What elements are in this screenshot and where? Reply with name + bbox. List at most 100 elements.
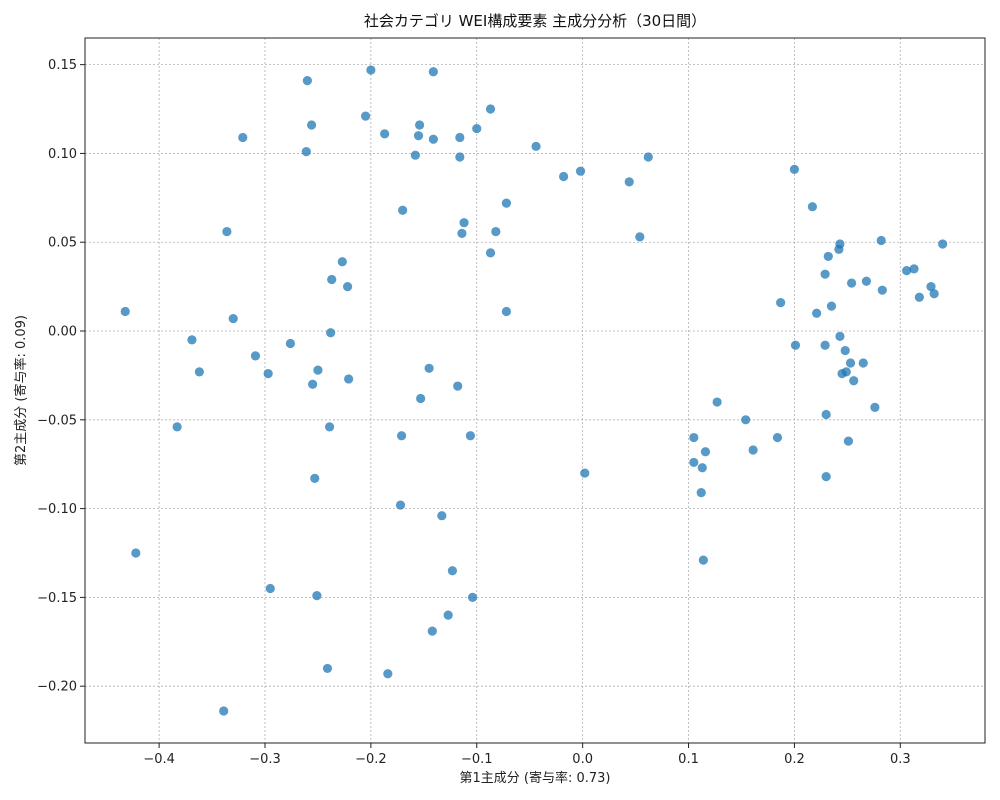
scatter-point	[823, 251, 833, 262]
scatter-point	[821, 409, 831, 420]
scatter-point	[776, 297, 786, 308]
scatter-point	[820, 269, 830, 279]
x-tick-label: 0.2	[784, 752, 805, 767]
scatter-point	[424, 363, 434, 373]
scatter-point	[194, 367, 204, 377]
scatter-point	[689, 457, 699, 468]
scatter-point	[465, 431, 476, 441]
scatter-point	[841, 367, 851, 377]
scatter-point	[772, 432, 783, 443]
scatter-point	[700, 447, 711, 457]
scatter-point	[413, 131, 424, 141]
x-tick-label: −0.4	[143, 752, 175, 767]
scatter-point	[312, 591, 322, 601]
y-tick-label: 0.00	[48, 325, 77, 340]
chart-title: 社会カテゴリ WEI構成要素 主成分分析（30日間）	[364, 12, 706, 30]
scatter-point	[926, 282, 936, 292]
scatter-point	[428, 134, 438, 144]
y-tick-label: −0.15	[37, 591, 77, 606]
scatter-point	[366, 65, 376, 75]
scatter-point	[624, 177, 634, 187]
scatter-point	[929, 289, 939, 299]
x-tick-label: −0.1	[461, 752, 493, 767]
scatter-point	[485, 248, 496, 258]
scatter-point	[455, 152, 465, 162]
x-tick-label: −0.3	[249, 752, 281, 767]
scatter-point	[447, 566, 458, 576]
axis-ticks: −0.4 −0.3 −0.2 −0.1 0.0 0.1 0.2 0.3 −0.20 −0.15 −0…	[37, 58, 910, 767]
scatter-point	[840, 345, 850, 356]
scatter-point	[301, 147, 311, 157]
scatter-point	[689, 432, 699, 443]
scatter-point	[790, 340, 801, 350]
scatter-point	[326, 328, 336, 338]
scatter-point	[380, 129, 390, 139]
scatter-point	[410, 150, 420, 160]
scatter-point	[843, 436, 854, 446]
scatter-point	[310, 473, 320, 484]
scatter-point	[383, 669, 393, 679]
y-tick-label: 0.15	[48, 58, 77, 73]
scatter-point	[313, 365, 323, 375]
scatter-point	[285, 338, 296, 349]
x-tick-label: −0.2	[355, 752, 387, 767]
scatter-point	[876, 235, 886, 246]
scatter-point	[222, 226, 232, 237]
grid	[85, 38, 985, 743]
scatter-point	[635, 232, 645, 242]
scatter-point	[820, 340, 830, 350]
scatter-point	[748, 445, 758, 455]
y-tick-label: 0.10	[48, 147, 77, 162]
scatter-point	[580, 468, 590, 478]
scatter-point	[807, 202, 818, 212]
y-tick-label: −0.05	[37, 413, 77, 428]
scatter-point	[846, 278, 857, 288]
y-tick-label: −0.10	[37, 502, 77, 517]
scatter-point	[324, 422, 335, 432]
scatter-point	[914, 292, 924, 302]
scatter-point	[826, 301, 837, 311]
scatter-point	[531, 141, 541, 151]
scatter-point	[265, 583, 275, 594]
plot-frame	[84, 37, 986, 744]
scatter-point	[938, 239, 948, 249]
scatter-point	[455, 132, 465, 143]
scatter-point	[698, 555, 708, 565]
y-tick-label: 0.05	[48, 236, 77, 251]
scatter-point	[308, 379, 318, 389]
scatter-point	[845, 358, 856, 368]
x-tick-label: 0.1	[678, 752, 699, 767]
scatter-point	[835, 331, 845, 341]
scatter-point	[395, 500, 406, 510]
scatter-point	[821, 472, 831, 482]
scatter-point	[575, 166, 586, 176]
y-tick-label: −0.20	[37, 680, 77, 695]
scatter-point	[870, 402, 880, 412]
scatter-point	[643, 152, 653, 162]
scatter-point	[427, 626, 437, 636]
scatter-point	[697, 463, 707, 473]
scatter-point	[485, 104, 496, 114]
scatter-point	[789, 164, 800, 175]
scatter-point	[712, 397, 722, 407]
scatter-point	[337, 257, 347, 267]
y-axis-label: 第2主成分 (寄与率: 0.09)	[13, 315, 29, 466]
scatter-point	[902, 266, 912, 276]
x-axis-label: 第1主成分 (寄与率: 0.73)	[459, 770, 610, 786]
scatter-point	[696, 488, 706, 498]
scatter-point	[396, 431, 407, 441]
scatter-point	[344, 374, 354, 384]
scatter-point	[472, 123, 482, 134]
scatter-point	[172, 422, 182, 432]
scatter-point	[120, 306, 130, 317]
scatter-point	[877, 285, 887, 295]
scatter-point	[835, 239, 845, 249]
scatter-point	[467, 592, 478, 602]
scatter-point	[812, 308, 822, 318]
scatter-point	[327, 274, 337, 285]
scatter-point	[457, 228, 467, 238]
scatter-point	[360, 111, 371, 121]
scatter-point	[443, 610, 453, 620]
scatter-point	[306, 120, 317, 130]
